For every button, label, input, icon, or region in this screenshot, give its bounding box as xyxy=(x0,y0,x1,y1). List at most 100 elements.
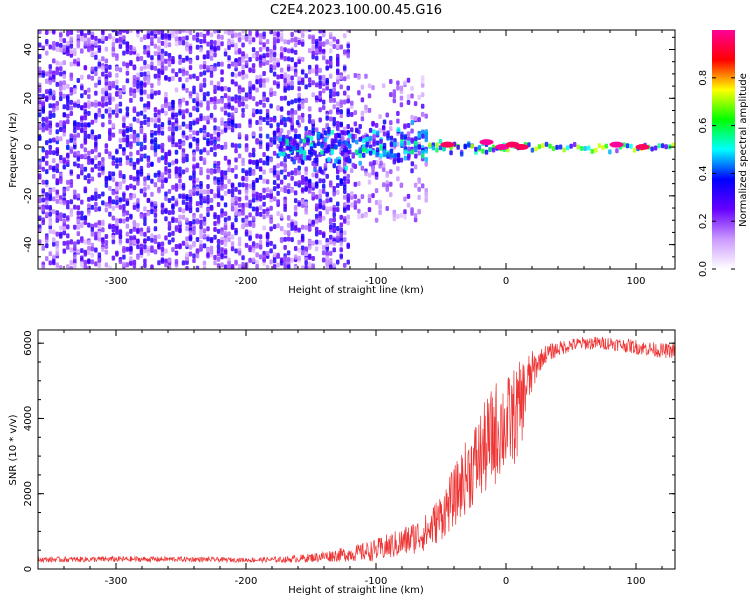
spectrogram-cell xyxy=(311,130,315,136)
spectrogram-cell xyxy=(66,139,70,145)
spectrogram-cell xyxy=(45,234,49,240)
spectral-peak xyxy=(635,144,650,151)
spectrogram-cell xyxy=(251,170,256,176)
spectrogram-cell xyxy=(293,170,298,176)
spectrogram-cell xyxy=(55,231,60,237)
spectrogram-cell xyxy=(115,85,119,91)
spectrogram-cell xyxy=(143,176,147,182)
spectrogram-cell xyxy=(55,151,60,157)
spectrogram-cell xyxy=(80,24,84,29)
spectrogram-cell xyxy=(594,147,598,153)
spectrogram-cell xyxy=(80,105,84,111)
spectrogram-cell xyxy=(348,133,352,139)
spectrogram-cell xyxy=(262,151,266,157)
colorbar-gradient xyxy=(712,30,735,269)
spectrogram-cell xyxy=(132,74,137,80)
spectrogram-cell xyxy=(146,175,151,181)
spectrogram-cell xyxy=(192,152,196,158)
spectrogram-plot-area xyxy=(38,24,675,269)
spectrogram-cell xyxy=(192,215,196,221)
spectrogram-cell xyxy=(122,50,126,56)
spectrogram-cell xyxy=(335,174,340,180)
spectrogram-cell xyxy=(171,195,175,201)
spectrogram-cell xyxy=(122,196,126,202)
spectrogram-cell xyxy=(269,226,273,232)
spectrogram-cell xyxy=(69,99,74,105)
spectrogram-cell xyxy=(94,141,98,147)
y-tick-label: 0 xyxy=(23,566,34,572)
spectrogram-cell xyxy=(73,263,77,269)
spectrogram-cell xyxy=(80,221,84,227)
spectrogram-cell xyxy=(136,238,140,244)
spectrogram-cell xyxy=(292,137,296,143)
spectrogram-cell xyxy=(167,106,172,112)
spectrogram-cell xyxy=(237,101,242,107)
spectrogram-cell xyxy=(258,166,263,172)
spectrogram-cell xyxy=(154,24,158,29)
spectrogram-cell xyxy=(199,240,203,246)
spectrogram-cell xyxy=(223,102,228,108)
spectrogram-cell xyxy=(251,108,256,114)
spectrogram-cell xyxy=(216,168,221,174)
spectrogram-cell xyxy=(143,103,147,109)
spectrogram-cell xyxy=(234,45,238,51)
spectrogram-cell xyxy=(195,162,200,168)
spectrogram-cell xyxy=(157,68,161,74)
spectrogram-cell xyxy=(328,182,333,188)
spectrogram-cell xyxy=(206,150,210,156)
spectrogram-cell xyxy=(132,93,137,99)
spectrogram-cell xyxy=(234,143,238,149)
spectrogram-cell xyxy=(251,152,256,158)
spectrogram-cell xyxy=(199,193,203,199)
spectrogram-cell xyxy=(346,242,350,248)
spectrogram-cell xyxy=(101,122,105,128)
spectrogram-cell xyxy=(234,259,238,265)
spectrogram-cell xyxy=(234,32,238,38)
spectrogram-cell xyxy=(174,166,179,172)
spectrogram-cell xyxy=(202,216,207,222)
spectrogram-cell xyxy=(318,178,322,184)
spectrogram-cell xyxy=(258,244,263,250)
spectrogram-cell xyxy=(248,119,252,125)
spectrogram-cell xyxy=(69,87,74,93)
spectrogram-cell xyxy=(125,111,130,117)
spectrogram-cell xyxy=(55,251,60,257)
spectrogram-cell xyxy=(325,77,329,83)
spectrogram-cell xyxy=(83,175,88,181)
spectrogram-cell xyxy=(216,202,221,208)
spectrogram-cell xyxy=(129,87,133,93)
y-tick-label: 20 xyxy=(23,92,34,105)
spectrogram-cell xyxy=(83,89,88,95)
spectrogram-cell xyxy=(122,30,126,33)
spectrogram-cell xyxy=(392,89,397,95)
spectrogram-cell xyxy=(307,82,312,88)
spectrogram-cell xyxy=(311,118,315,124)
spectrogram-cell xyxy=(136,118,140,124)
spectrogram-cell xyxy=(199,189,203,195)
spectrogram-cell xyxy=(104,143,109,149)
spectrogram-cell xyxy=(90,252,95,258)
spectrogram-cell xyxy=(367,93,372,99)
spectrogram-cell xyxy=(178,139,182,145)
spectrogram-cell xyxy=(272,52,277,58)
spectrogram-cell xyxy=(262,71,266,77)
spectrogram-cell xyxy=(339,99,343,105)
spectrogram-cell xyxy=(52,158,56,164)
spectrogram-cell xyxy=(269,193,273,199)
spectrogram-cell xyxy=(87,133,91,139)
spectrogram-cell xyxy=(316,141,321,147)
spectrogram-cell xyxy=(132,65,137,71)
spectrogram-cell xyxy=(311,68,315,74)
spectrogram-cell xyxy=(118,30,123,35)
spectrogram-cell xyxy=(269,168,273,174)
spectrogram-cell xyxy=(332,191,336,197)
spectrogram-cell xyxy=(157,128,161,134)
spectrogram-cell xyxy=(188,230,193,236)
spectrogram-cell xyxy=(129,45,133,51)
spectrogram-cell xyxy=(378,210,382,216)
spectrogram-cell xyxy=(318,36,322,42)
spectrogram-cell xyxy=(265,52,270,58)
spectrogram-cell xyxy=(167,232,172,238)
spectrogram-cell xyxy=(335,120,340,126)
spectrogram-cell xyxy=(192,187,196,193)
